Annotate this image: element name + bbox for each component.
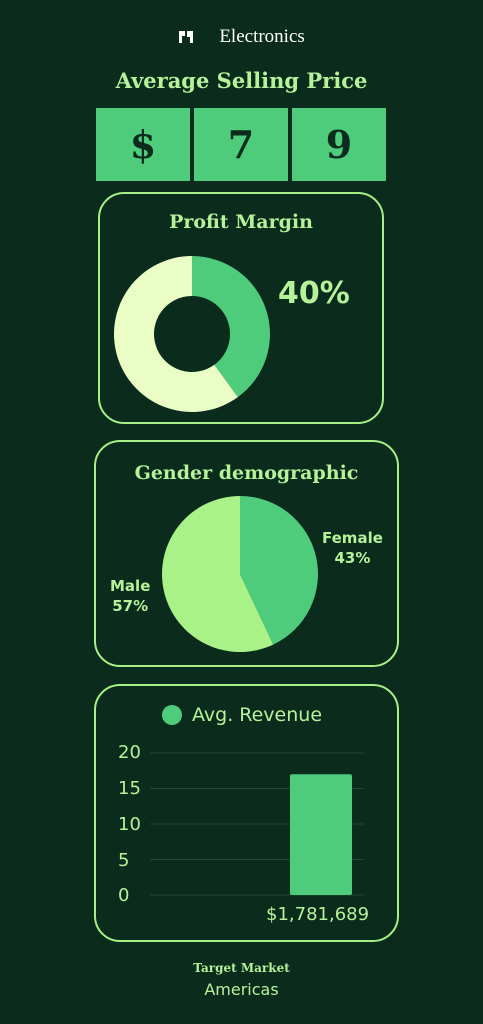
legend-dot-icon bbox=[162, 705, 182, 725]
revenue-card: Avg. Revenue 20 15 10 5 0 $1,781,689 bbox=[94, 684, 399, 942]
brand-name: Electronics bbox=[219, 26, 305, 47]
profit-margin-donut bbox=[114, 256, 270, 412]
female-label-value: 43% bbox=[334, 549, 371, 567]
asp-digit: 7 bbox=[194, 108, 288, 181]
asp-digit: $ bbox=[96, 108, 190, 181]
y-tick-label: 0 bbox=[118, 885, 130, 906]
donut-slice bbox=[192, 256, 270, 398]
male-label-name: Male bbox=[110, 577, 151, 595]
female-label: Female 43% bbox=[322, 528, 383, 568]
asp-digit: 9 bbox=[292, 108, 386, 181]
profit-margin-title: Profit Margin bbox=[169, 211, 313, 233]
asp-title: Average Selling Price bbox=[115, 68, 368, 93]
target-market-value: Americas bbox=[204, 980, 279, 999]
asp-digits: $ 7 9 bbox=[96, 108, 386, 181]
y-tick-label: 5 bbox=[118, 850, 130, 871]
y-tick-label: 20 bbox=[118, 742, 141, 763]
x-category-label: $1,781,689 bbox=[266, 904, 370, 925]
profit-margin-card: Profit Margin 40% bbox=[98, 192, 384, 424]
target-market-label: Target Market bbox=[193, 961, 290, 975]
gender-card: Gender demographic Female 43% Male 57% bbox=[94, 440, 399, 667]
legend-label: Avg. Revenue bbox=[192, 704, 323, 726]
revenue-legend: Avg. Revenue bbox=[162, 704, 322, 726]
brand-header: Electronics bbox=[0, 26, 483, 48]
profit-margin-value: 40% bbox=[278, 276, 350, 311]
female-label-name: Female bbox=[322, 529, 383, 547]
gender-title: Gender demographic bbox=[134, 462, 359, 484]
logo-icon bbox=[179, 31, 194, 43]
revenue-bar bbox=[290, 774, 352, 895]
male-label-value: 57% bbox=[112, 597, 149, 615]
y-tick-label: 15 bbox=[118, 778, 141, 799]
gender-pie bbox=[162, 496, 318, 652]
donut-slice bbox=[114, 256, 238, 412]
pie-slice-male bbox=[162, 496, 274, 652]
pie-slice-female bbox=[240, 496, 318, 645]
male-label: Male 57% bbox=[110, 576, 150, 616]
y-tick-label: 10 bbox=[118, 814, 141, 835]
revenue-bar-chart bbox=[150, 752, 364, 896]
